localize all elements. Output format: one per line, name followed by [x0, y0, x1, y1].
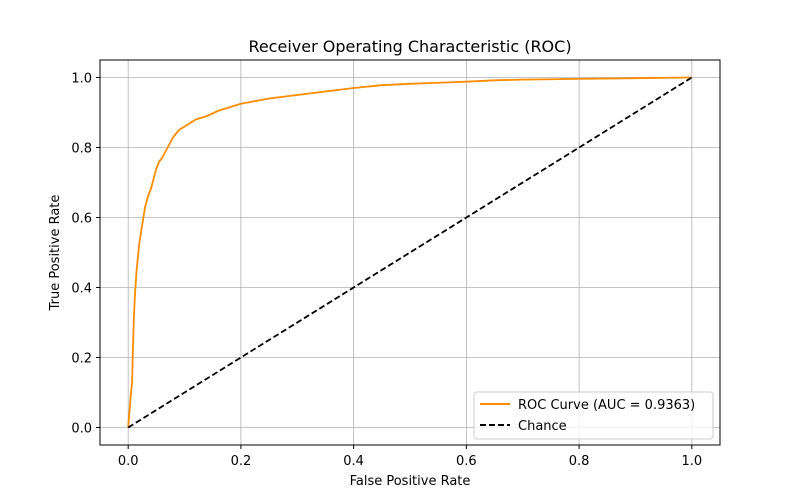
- x-tick-label: 1.0: [681, 454, 702, 469]
- x-tick-label: 0.8: [569, 454, 590, 469]
- legend-label-chance: Chance: [518, 419, 567, 434]
- y-axis: 0.0 0.2 0.4 0.6 0.8 1.0: [71, 72, 100, 437]
- y-tick-label: 0.4: [71, 282, 92, 297]
- x-tick-label: 0.4: [343, 454, 364, 469]
- x-tick-label: 0.6: [456, 454, 477, 469]
- y-tick-label: 0.6: [71, 212, 92, 227]
- x-axis: 0.0 0.2 0.4 0.6 0.8 1.0: [118, 445, 702, 469]
- grid: [100, 60, 720, 445]
- x-axis-label: False Positive Rate: [350, 474, 471, 489]
- y-tick-label: 0.8: [71, 142, 92, 157]
- x-tick-label: 0.2: [231, 454, 252, 469]
- y-axis-label: True Positive Rate: [48, 195, 63, 312]
- plot-lines: [127, 76, 693, 429]
- chance-line: [127, 76, 693, 429]
- y-tick-label: 0.0: [71, 422, 92, 437]
- legend-label-roc: ROC Curve (AUC = 0.9363): [518, 398, 695, 413]
- legend: ROC Curve (AUC = 0.9363) Chance: [473, 391, 714, 440]
- y-tick-label: 0.2: [71, 352, 92, 367]
- roc-curve-line: [127, 76, 692, 428]
- plot-frame: [99, 59, 721, 446]
- legend-box: [473, 391, 714, 440]
- y-tick-label: 1.0: [71, 72, 92, 87]
- x-tick-label: 0.0: [118, 454, 139, 469]
- chart-title: Receiver Operating Characteristic (ROC): [248, 37, 571, 56]
